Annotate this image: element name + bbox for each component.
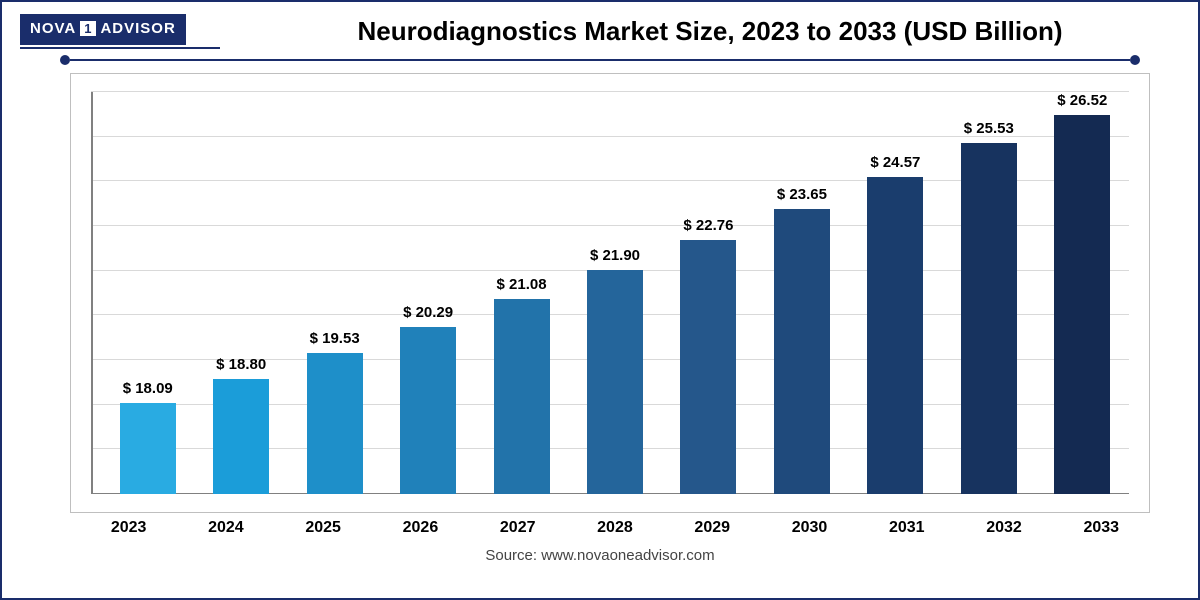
bar-rect [1054, 115, 1110, 494]
logo-block: NOVA 1 ADVISOR [20, 14, 220, 49]
source-text: Source: www.novaoneadvisor.com [20, 547, 1180, 564]
bar-rect [120, 403, 176, 494]
chart-frame: NOVA 1 ADVISOR Neurodiagnostics Market S… [0, 0, 1200, 600]
divider-dot-left [60, 55, 70, 65]
bar-slot: $ 26.52 [1036, 92, 1129, 494]
logo-underline [20, 47, 220, 49]
bar-value-label: $ 22.76 [683, 217, 733, 234]
brand-logo: NOVA 1 ADVISOR [20, 14, 186, 45]
bar-value-label: $ 23.65 [777, 186, 827, 203]
x-axis-label: 2023 [80, 519, 177, 537]
bar-slot: $ 25.53 [942, 92, 1035, 494]
bar-rect [494, 299, 550, 494]
chart-box: $ 18.09 $ 18.80 $ 19.53 $ 20.29 $ 21.08 $ 21.… [70, 73, 1150, 513]
bar-slot: $ 18.09 [101, 92, 194, 494]
bar-slot: $ 23.65 [755, 92, 848, 494]
bar-value-label: $ 18.09 [123, 380, 173, 397]
plot-area: $ 18.09 $ 18.80 $ 19.53 $ 20.29 $ 21.08 $ 21.… [91, 92, 1129, 494]
logo-text-mid: 1 [80, 21, 96, 36]
bar-slot: $ 20.29 [381, 92, 474, 494]
bars-row: $ 18.09 $ 18.80 $ 19.53 $ 20.29 $ 21.08 $ 21.… [101, 92, 1129, 494]
bar-rect [213, 379, 269, 494]
x-axis-label: 2024 [177, 519, 274, 537]
bar-value-label: $ 25.53 [964, 120, 1014, 137]
bar-value-label: $ 24.57 [870, 154, 920, 171]
x-axis-label: 2029 [664, 519, 761, 537]
bar-value-label: $ 26.52 [1057, 92, 1107, 109]
x-axis-label: 2025 [275, 519, 372, 537]
x-axis-label: 2033 [1053, 519, 1150, 537]
bar-value-label: $ 19.53 [310, 330, 360, 347]
x-axis-label: 2028 [566, 519, 663, 537]
logo-text-right: ADVISOR [100, 20, 175, 37]
x-axis-label: 2026 [372, 519, 469, 537]
bar-slot: $ 18.80 [194, 92, 287, 494]
x-axis-label: 2030 [761, 519, 858, 537]
bar-rect [774, 209, 830, 494]
y-axis-line [91, 92, 93, 494]
logo-text-left: NOVA [30, 20, 76, 37]
bar-slot: $ 21.08 [475, 92, 568, 494]
bar-slot: $ 21.90 [568, 92, 661, 494]
bar-slot: $ 22.76 [662, 92, 755, 494]
bar-slot: $ 19.53 [288, 92, 381, 494]
bar-value-label: $ 21.90 [590, 247, 640, 264]
bar-value-label: $ 20.29 [403, 304, 453, 321]
divider-line [70, 59, 1130, 61]
header-row: NOVA 1 ADVISOR Neurodiagnostics Market S… [20, 14, 1180, 49]
bar-rect [400, 327, 456, 494]
bar-rect [680, 240, 736, 494]
bar-rect [867, 177, 923, 494]
chart-title: Neurodiagnostics Market Size, 2023 to 20… [240, 14, 1180, 47]
bar-rect [587, 270, 643, 494]
bar-slot: $ 24.57 [849, 92, 942, 494]
x-axis-labels: 2023202420252026202720282029203020312032… [80, 519, 1150, 537]
title-divider [60, 55, 1140, 65]
x-axis-label: 2032 [955, 519, 1052, 537]
x-axis-label: 2027 [469, 519, 566, 537]
divider-dot-right [1130, 55, 1140, 65]
bar-rect [307, 353, 363, 494]
x-axis-label: 2031 [858, 519, 955, 537]
bar-value-label: $ 21.08 [497, 276, 547, 293]
bar-value-label: $ 18.80 [216, 356, 266, 373]
bar-rect [961, 143, 1017, 494]
